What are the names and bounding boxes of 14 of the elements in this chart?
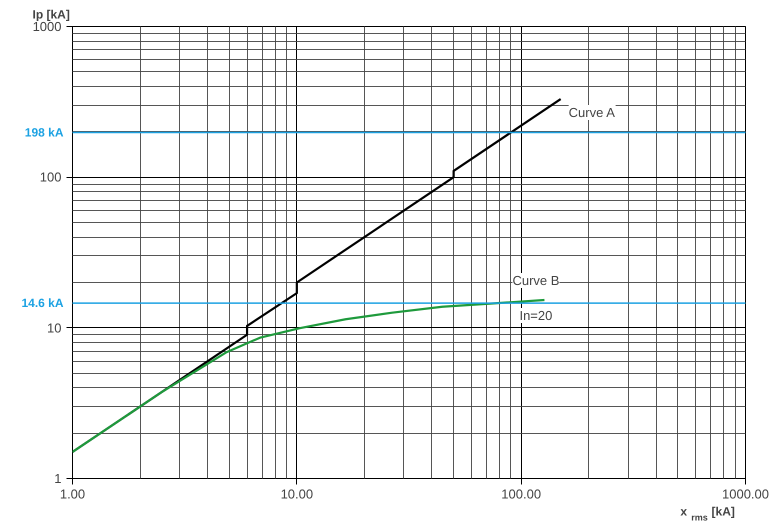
y-tick-label: 10 xyxy=(47,320,62,336)
y-tick-label: 1 xyxy=(54,471,62,486)
y-tick-label: 100 xyxy=(40,170,62,185)
y-axis-title: Ip [kA] xyxy=(32,8,70,22)
x-axis-title: x rms [kA] xyxy=(680,504,735,522)
x-tick-label: 1000.00 xyxy=(722,486,770,502)
x-tick-label: 100.00 xyxy=(501,486,542,502)
series-label: Curve A xyxy=(568,105,616,120)
annotation: In=20 xyxy=(519,308,552,324)
series-label: Curve B xyxy=(512,273,560,288)
ref-line-label: 14.6 kA xyxy=(21,296,64,310)
x-tick-label: 1.00 xyxy=(60,486,86,502)
x-tick-label: 10.00 xyxy=(280,486,314,502)
ref-line-label: 198 kA xyxy=(24,125,64,140)
